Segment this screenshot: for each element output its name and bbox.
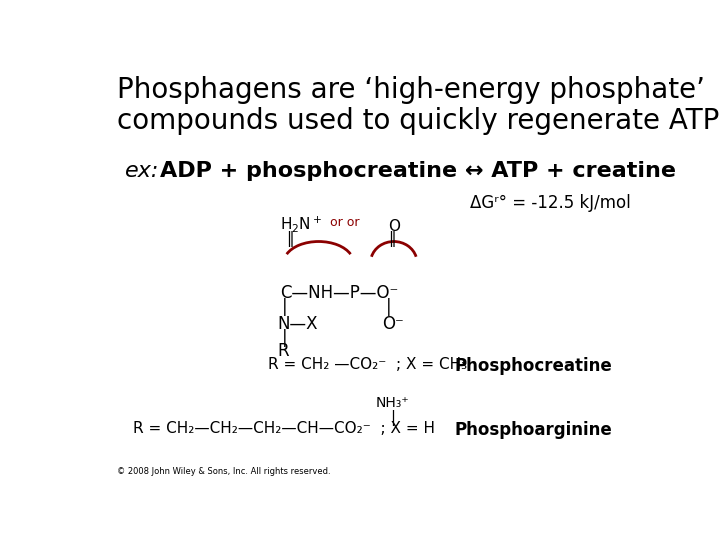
- Text: ADP + phosphocreatine ↔ ATP + creatine: ADP + phosphocreatine ↔ ATP + creatine: [160, 161, 676, 181]
- Text: |: |: [282, 298, 287, 316]
- Text: Phosphoarginine: Phosphoarginine: [454, 421, 612, 438]
- Text: |: |: [386, 298, 391, 316]
- Text: |: |: [390, 410, 395, 426]
- Text: R: R: [277, 342, 289, 360]
- Text: compounds used to quickly regenerate ATP: compounds used to quickly regenerate ATP: [117, 107, 719, 135]
- Text: ΔGʳ° = -12.5 kJ/mol: ΔGʳ° = -12.5 kJ/mol: [469, 194, 631, 212]
- Text: © 2008 John Wiley & Sons, Inc. All rights reserved.: © 2008 John Wiley & Sons, Inc. All right…: [117, 467, 330, 476]
- Text: ex:: ex:: [125, 161, 159, 181]
- Text: C—NH—P—O⁻: C—NH—P—O⁻: [280, 284, 398, 302]
- Text: O⁻: O⁻: [382, 315, 404, 333]
- Text: NH₃⁺: NH₃⁺: [375, 396, 409, 410]
- Text: ‖: ‖: [286, 231, 294, 247]
- Text: R = CH₂ —CO₂⁻  ; X = CH₃: R = CH₂ —CO₂⁻ ; X = CH₃: [269, 357, 467, 373]
- Text: or or: or or: [330, 216, 360, 229]
- Text: N—X: N—X: [277, 315, 318, 333]
- Text: R = CH₂—CH₂—CH₂—CH—CO₂⁻  ; X = H: R = CH₂—CH₂—CH₂—CH—CO₂⁻ ; X = H: [132, 421, 435, 436]
- Text: Phosphagens are ‘high-energy phosphate’: Phosphagens are ‘high-energy phosphate’: [117, 76, 705, 104]
- Text: H$_2$N$^+$: H$_2$N$^+$: [280, 214, 322, 234]
- Text: Phosphocreatine: Phosphocreatine: [454, 357, 612, 375]
- Text: O: O: [388, 219, 400, 234]
- Text: |: |: [282, 329, 287, 347]
- Text: ‖: ‖: [388, 231, 396, 247]
